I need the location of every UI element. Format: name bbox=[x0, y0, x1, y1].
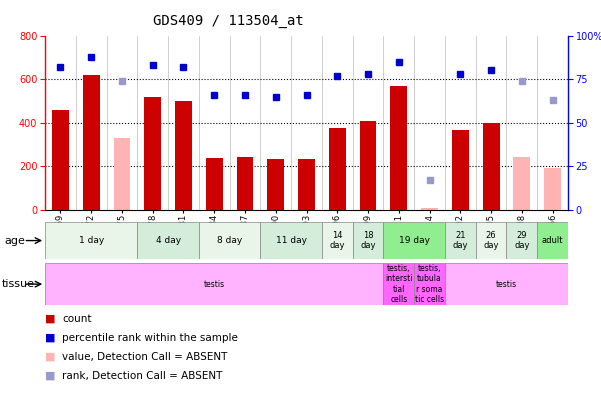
Bar bbox=[138, 222, 199, 259]
Text: ■: ■ bbox=[45, 371, 55, 381]
Bar bbox=[237, 156, 254, 210]
Bar bbox=[544, 168, 561, 210]
Text: 21
day: 21 day bbox=[453, 231, 468, 250]
Text: count: count bbox=[62, 314, 91, 324]
Bar bbox=[445, 222, 475, 259]
Text: percentile rank within the sample: percentile rank within the sample bbox=[62, 333, 238, 343]
Text: rank, Detection Call = ABSENT: rank, Detection Call = ABSENT bbox=[62, 371, 222, 381]
Text: adult: adult bbox=[542, 236, 563, 245]
Text: testis: testis bbox=[204, 280, 225, 289]
Bar bbox=[483, 123, 499, 210]
Text: 14
day: 14 day bbox=[329, 231, 345, 250]
Bar bbox=[83, 75, 100, 210]
Bar bbox=[329, 128, 346, 210]
Text: ■: ■ bbox=[45, 333, 55, 343]
Text: testis: testis bbox=[496, 280, 517, 289]
Bar bbox=[52, 110, 69, 210]
Bar bbox=[414, 263, 445, 305]
Text: 29
day: 29 day bbox=[514, 231, 529, 250]
Bar bbox=[144, 97, 161, 210]
Bar bbox=[267, 159, 284, 210]
Bar bbox=[390, 86, 407, 210]
Text: 4 day: 4 day bbox=[156, 236, 181, 245]
Text: 18
day: 18 day bbox=[360, 231, 376, 250]
Bar bbox=[452, 130, 469, 210]
Text: ■: ■ bbox=[45, 352, 55, 362]
Text: testis,
tubula
r soma
tic cells: testis, tubula r soma tic cells bbox=[415, 264, 444, 304]
Bar bbox=[199, 222, 260, 259]
Text: 1 day: 1 day bbox=[79, 236, 104, 245]
Bar bbox=[45, 222, 138, 259]
Text: testis,
intersti
tial
cells: testis, intersti tial cells bbox=[385, 264, 412, 304]
Bar bbox=[353, 222, 383, 259]
Text: 11 day: 11 day bbox=[276, 236, 307, 245]
Bar bbox=[537, 222, 568, 259]
Text: ■: ■ bbox=[45, 314, 55, 324]
Text: GDS409 / 113504_at: GDS409 / 113504_at bbox=[153, 14, 304, 28]
Bar bbox=[260, 222, 322, 259]
Text: 19 day: 19 day bbox=[398, 236, 430, 245]
Text: value, Detection Call = ABSENT: value, Detection Call = ABSENT bbox=[62, 352, 227, 362]
Text: 8 day: 8 day bbox=[217, 236, 242, 245]
Bar bbox=[445, 263, 568, 305]
Bar bbox=[298, 159, 315, 210]
Bar bbox=[322, 222, 353, 259]
Bar bbox=[421, 208, 438, 210]
Bar bbox=[175, 101, 192, 210]
Bar bbox=[507, 222, 537, 259]
Bar bbox=[114, 138, 130, 210]
Bar bbox=[475, 222, 507, 259]
Text: 26
day: 26 day bbox=[483, 231, 499, 250]
Bar bbox=[45, 263, 383, 305]
Bar bbox=[383, 263, 414, 305]
Text: age: age bbox=[5, 236, 26, 246]
Bar bbox=[206, 158, 223, 210]
Bar bbox=[383, 222, 445, 259]
Bar bbox=[359, 120, 376, 210]
Text: tissue: tissue bbox=[2, 279, 35, 289]
Bar bbox=[513, 156, 530, 210]
